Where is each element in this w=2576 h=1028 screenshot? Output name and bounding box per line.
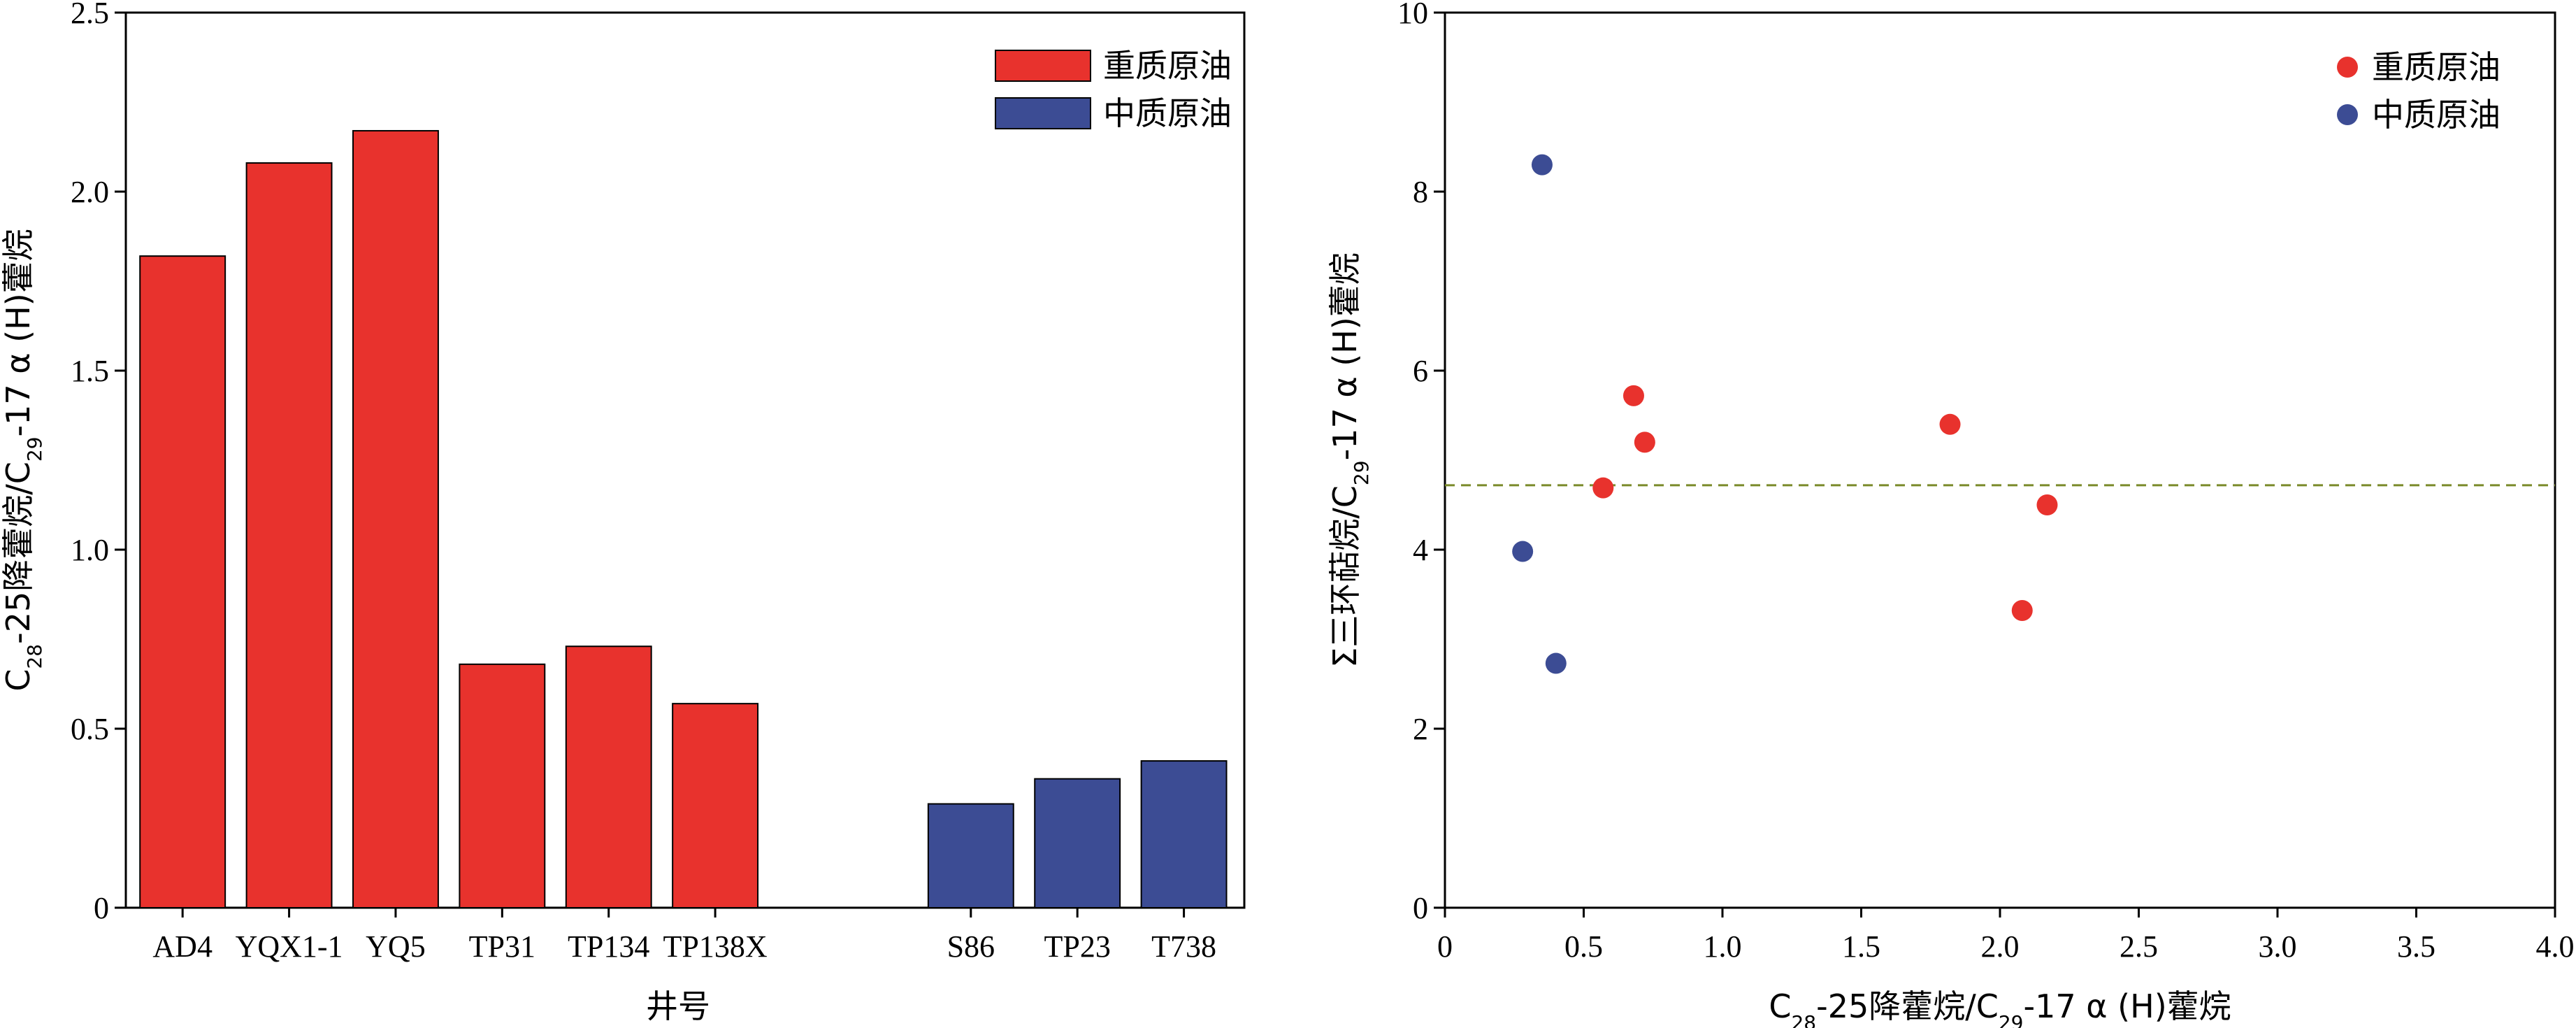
bar-x-axis: AD4 YQX1-1 YQ5 TP31 TP134 TP138X S86 TP23 T738 — [152, 908, 1216, 964]
scatter-x-tick-label: 1.0 — [1704, 929, 1742, 964]
scatter-point-heavy — [1592, 477, 1614, 499]
bar-x-tick-label: TP23 — [1044, 929, 1111, 964]
bar-s86 — [927, 803, 1014, 909]
scatter-x-axis-label: C28-25降藿烷/C29-17 α (H)藿烷 — [1769, 987, 2231, 1028]
scatter-x-tick-label: 3.5 — [2397, 929, 2435, 964]
bar-x-tick-label: YQX1-1 — [236, 929, 343, 964]
bar-chart: 0 0.5 1.0 1.5 2.0 2.5 AD4 YQX1-1 YQ5 TP31 TP134 TP… — [0, 0, 1246, 1025]
bar-legend-swatch-medium — [995, 97, 1091, 129]
bar-series — [139, 129, 1228, 909]
scatter-x-tick-label: 0 — [1437, 929, 1453, 964]
bar-y-tick-label: 1.5 — [71, 354, 109, 388]
bar-y-axis: 0 0.5 1.0 1.5 2.0 2.5 — [71, 0, 126, 925]
scatter-y-tick-label: 2 — [1413, 712, 1428, 746]
bar-x-tick-label: TP134 — [568, 929, 649, 964]
scatter-x-tick-label: 0.5 — [1564, 929, 1603, 964]
scatter-point-heavy — [1622, 385, 1644, 406]
bar-t738 — [1140, 760, 1228, 908]
scatter-x-tick-label: 3.0 — [2259, 929, 2297, 964]
scatter-y-tick-label: 0 — [1413, 891, 1428, 925]
scatter-y-tick-label: 6 — [1413, 354, 1428, 388]
scatter-point-heavy — [1939, 413, 1961, 435]
bar-x-tick-label: S86 — [947, 929, 995, 964]
scatter-legend-marker-heavy — [2337, 57, 2358, 78]
bar-yqx1-1 — [245, 162, 333, 908]
scatter-point-heavy — [2036, 494, 2058, 515]
scatter-y-tick-label: 4 — [1413, 533, 1428, 567]
scatter-point-heavy — [1634, 431, 1655, 453]
scatter-series — [1512, 154, 2058, 674]
scatter-legend-marker-medium — [2337, 104, 2358, 125]
bar-tp31 — [459, 663, 546, 909]
scatter-y-tick-label: 8 — [1413, 175, 1428, 209]
scatter-y-tick-label: 10 — [1397, 0, 1428, 30]
bar-tp138x — [672, 703, 759, 908]
bar-y-tick-label: 1.0 — [71, 533, 109, 567]
bar-tp23 — [1034, 778, 1121, 909]
scatter-legend-label: 重质原油 — [2372, 48, 2501, 86]
scatter-point-heavy — [2011, 600, 2033, 622]
scatter-point-medium — [1545, 652, 1567, 674]
bar-y-tick-label: 0 — [94, 891, 109, 925]
bar-x-tick-label: YQ5 — [366, 929, 426, 964]
bar-x-tick-label: TP31 — [469, 929, 535, 964]
scatter-y-axis-label: Σ三环萜烷/C29-17 α (H)藿烷 — [1326, 252, 1373, 668]
bar-legend-swatch-heavy — [995, 50, 1091, 82]
scatter-chart: 0 2 4 6 8 10 0 0.5 1.0 1.5 2.0 2.5 3.0 3.5 4.0 C28-25… — [1326, 0, 2575, 1028]
bar-x-tick-label: TP138X — [663, 929, 768, 964]
scatter-x-tick-label: 2.0 — [1981, 929, 2020, 964]
scatter-x-tick-label: 1.5 — [1842, 929, 1880, 964]
bar-y-axis-label: C28-25降藿烷/C29-17 α (H)藿烷 — [0, 229, 46, 691]
bar-yq5 — [352, 129, 439, 909]
bar-y-tick-label: 2.0 — [71, 175, 109, 209]
scatter-point-medium — [1512, 541, 1534, 562]
scatter-point-medium — [1531, 154, 1553, 176]
scatter-y-axis: 0 2 4 6 8 10 — [1397, 0, 1445, 925]
bar-ad4 — [139, 255, 226, 909]
bar-x-tick-label: T738 — [1151, 929, 1216, 964]
bar-y-tick-label: 0.5 — [71, 712, 109, 746]
bar-x-tick-label: AD4 — [152, 929, 213, 964]
bar-y-tick-label: 2.5 — [71, 0, 109, 30]
scatter-x-tick-label: 4.0 — [2536, 929, 2575, 964]
scatter-x-tick-label: 2.5 — [2120, 929, 2158, 964]
bar-legend-label: 中质原油 — [1103, 94, 1232, 132]
bar-x-axis-label: 井号 — [646, 987, 710, 1025]
bar-tp134 — [565, 645, 652, 908]
bar-legend-label: 重质原油 — [1103, 47, 1232, 85]
scatter-plot-frame — [1444, 11, 2556, 909]
scatter-legend-label: 中质原油 — [2372, 96, 2501, 134]
scatter-x-axis: 0 0.5 1.0 1.5 2.0 2.5 3.0 3.5 4.0 — [1437, 908, 2575, 964]
